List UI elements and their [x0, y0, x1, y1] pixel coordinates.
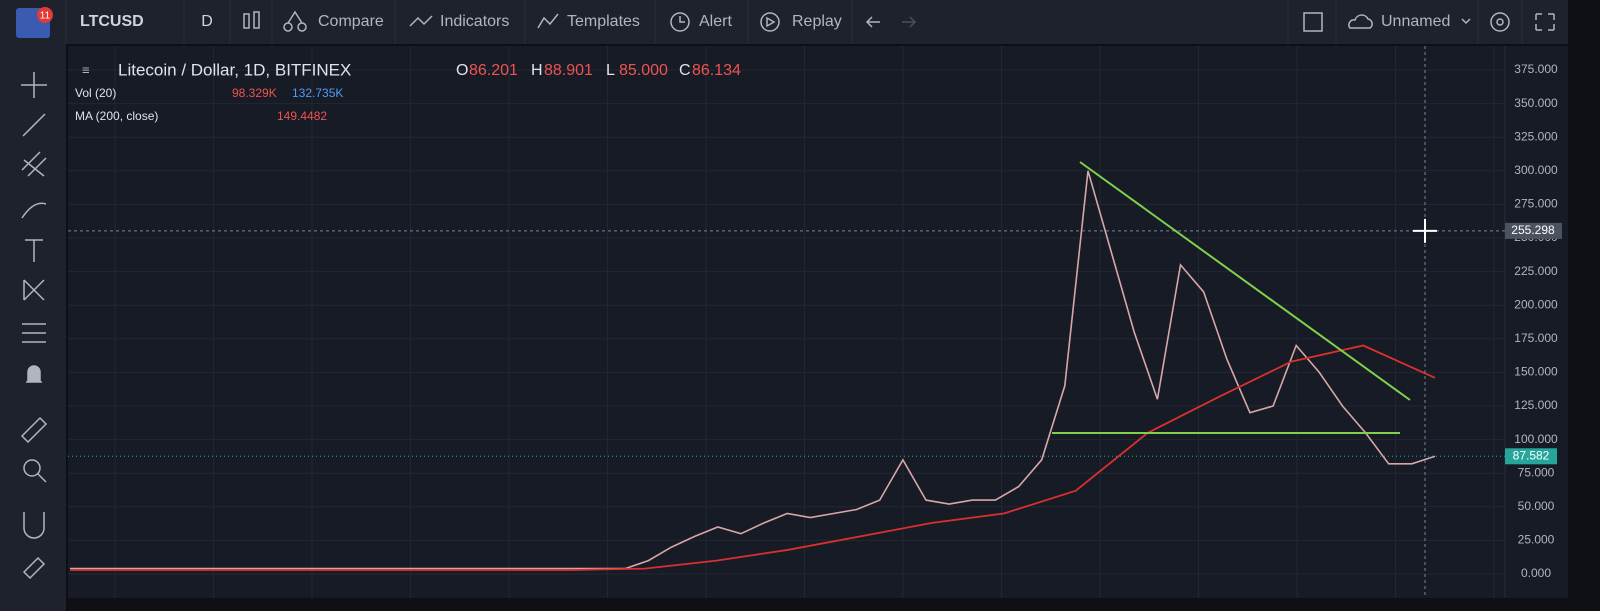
- legend-high: 88.901: [544, 62, 593, 79]
- price-line: [70, 170, 1436, 570]
- left-toolbar: [0, 44, 66, 611]
- y-tick-label: 100.000: [1514, 432, 1558, 446]
- top-toolbar: [0, 0, 1568, 44]
- volume-value: 98.329K: [232, 86, 277, 100]
- ma-name[interactable]: MA (200, close): [75, 109, 158, 123]
- legend-low-label: L: [606, 62, 615, 79]
- y-tick-label: 350.000: [1514, 96, 1558, 110]
- y-tick-label: 200.000: [1514, 297, 1558, 311]
- replay-button[interactable]: Replay: [792, 13, 842, 30]
- last-price-label: 87.582: [1513, 448, 1550, 462]
- alert-button[interactable]: Alert: [699, 13, 732, 30]
- legend-close: 86.134: [692, 62, 741, 79]
- compare-button[interactable]: Compare: [318, 13, 384, 30]
- cursor: [1413, 218, 1437, 243]
- y-tick-label: 325.000: [1514, 129, 1558, 143]
- y-tick-label: 275.000: [1514, 197, 1558, 211]
- toolbar-separators: [65, 0, 1523, 44]
- symbol[interactable]: LTCUSD: [80, 13, 144, 30]
- y-tick-label: 125.000: [1514, 398, 1558, 412]
- price-line: [70, 344, 1436, 571]
- legend-close-label: C: [679, 62, 691, 79]
- y-tick-label: 0.000: [1521, 566, 1551, 580]
- legend-title[interactable]: Litecoin / Dollar, 1D, BITFINEX: [118, 60, 351, 79]
- y-tick-label: 25.000: [1518, 533, 1555, 547]
- last-price-tag: [1505, 448, 1557, 465]
- y-tick-label: 225.000: [1514, 264, 1558, 278]
- y-tick-label: 375.000: [1514, 62, 1558, 76]
- chart-pane: [68, 46, 1505, 598]
- templates-button[interactable]: Templates: [567, 13, 640, 30]
- y-tick-label: 50.000: [1518, 499, 1555, 513]
- volume-name[interactable]: Vol (20): [75, 86, 116, 100]
- crosshair-label: 255.298: [1511, 223, 1555, 237]
- volume-ma-value: 132.735K: [292, 86, 343, 100]
- interval[interactable]: D: [201, 13, 213, 30]
- y-tick-label: 150.000: [1514, 365, 1558, 379]
- trend-drawings: [1052, 161, 1411, 434]
- ma-value: 149.4482: [277, 109, 327, 123]
- toolbar-icons: [243, 10, 1555, 32]
- legend-open: 86.201: [469, 62, 518, 79]
- drawing-tools: [20, 72, 48, 580]
- legend-open-label: O: [456, 62, 468, 79]
- price-axis: [1505, 46, 1568, 598]
- y-tick-label: 175.000: [1514, 331, 1558, 345]
- plot: [68, 46, 1505, 598]
- y-tick-label: 75.000: [1518, 465, 1555, 479]
- legend-low: 85.000: [619, 62, 668, 79]
- indicators-button[interactable]: Indicators: [440, 13, 509, 30]
- legend-menu-icon: ≡: [82, 62, 90, 77]
- badge: [37, 7, 53, 23]
- layout-name[interactable]: Unnamed: [1381, 13, 1450, 30]
- badge-count: 11: [40, 11, 51, 22]
- y-tick-label: 300.000: [1514, 163, 1558, 177]
- legend-high-label: H: [531, 62, 543, 79]
- crosshair-tag: [1505, 222, 1562, 239]
